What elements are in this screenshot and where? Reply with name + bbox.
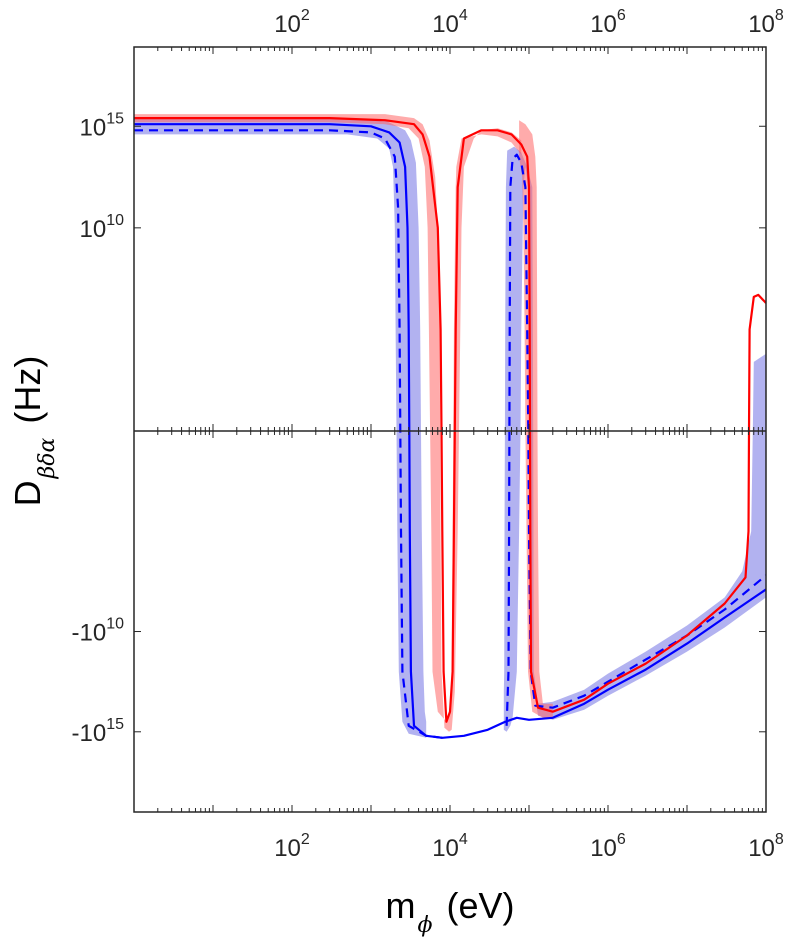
axis-ticks [133,47,766,812]
x-tick-label-top: 108 [748,7,784,38]
x-tick-label-top: 102 [274,7,310,38]
uncertainty-band-2 [134,114,522,732]
y-tick-label: -1010 [72,616,125,647]
x-axis-label: mϕ (eV) [385,885,514,938]
uncertainty-band-1 [134,118,427,738]
y-tick-label: 1010 [80,212,125,243]
x-tick-label-bottom: 108 [748,831,784,862]
series-line-2 [134,123,766,739]
y-tick-label: -1015 [72,716,125,747]
series-line-4 [134,116,766,723]
x-tick-label-bottom: 102 [274,831,310,862]
x-tick-label-bottom: 104 [432,831,468,862]
x-tick-label-top: 106 [590,7,626,38]
y-axis-label: Dβδα(Hz) [7,356,60,507]
series-line-3 [505,153,766,726]
tick-labels: 102 102 104 104 106 106 108 108 1015 1010 -1010 -10… [72,7,784,862]
x-tick-label-top: 104 [432,7,468,38]
uncertainty-band-3 [503,146,766,732]
x-tick-label-bottom: 106 [590,831,626,862]
y-tick-label: 1015 [80,110,125,141]
series-lines [134,116,766,739]
series-line-1 [134,129,443,739]
uncertainty-band-4 [519,120,553,718]
